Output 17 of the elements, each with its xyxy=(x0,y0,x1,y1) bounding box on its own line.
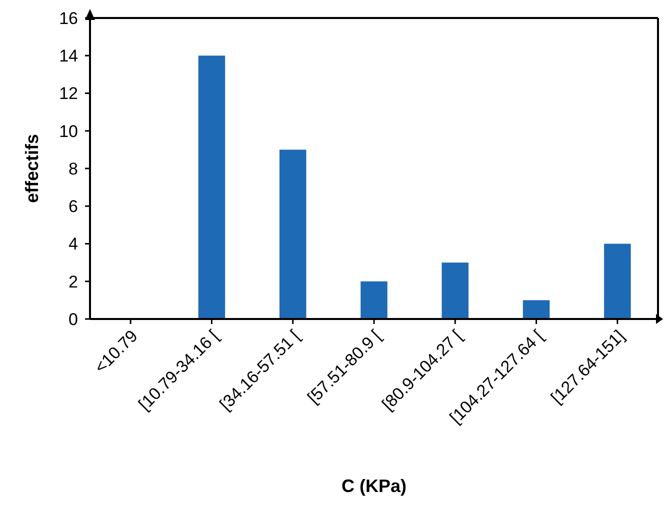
y-tick-label: 8 xyxy=(68,159,78,178)
bar xyxy=(198,56,226,319)
y-tick-label: 12 xyxy=(59,84,78,104)
y-tick-label: 0 xyxy=(68,310,78,329)
y-tick-label: 14 xyxy=(59,46,78,66)
bar xyxy=(360,281,388,319)
y-axis-title: effectifs xyxy=(22,134,42,204)
bar xyxy=(604,244,631,319)
y-tick-label: 16 xyxy=(59,8,78,28)
y-tick-label: 2 xyxy=(68,272,78,292)
x-axis-title: C (KPa) xyxy=(341,476,407,496)
y-tick-label: 6 xyxy=(68,197,78,216)
bar xyxy=(279,150,306,319)
y-tick-label: 4 xyxy=(68,234,78,254)
bar xyxy=(522,300,550,319)
bar xyxy=(442,262,469,319)
y-tick-label: 10 xyxy=(59,122,78,141)
